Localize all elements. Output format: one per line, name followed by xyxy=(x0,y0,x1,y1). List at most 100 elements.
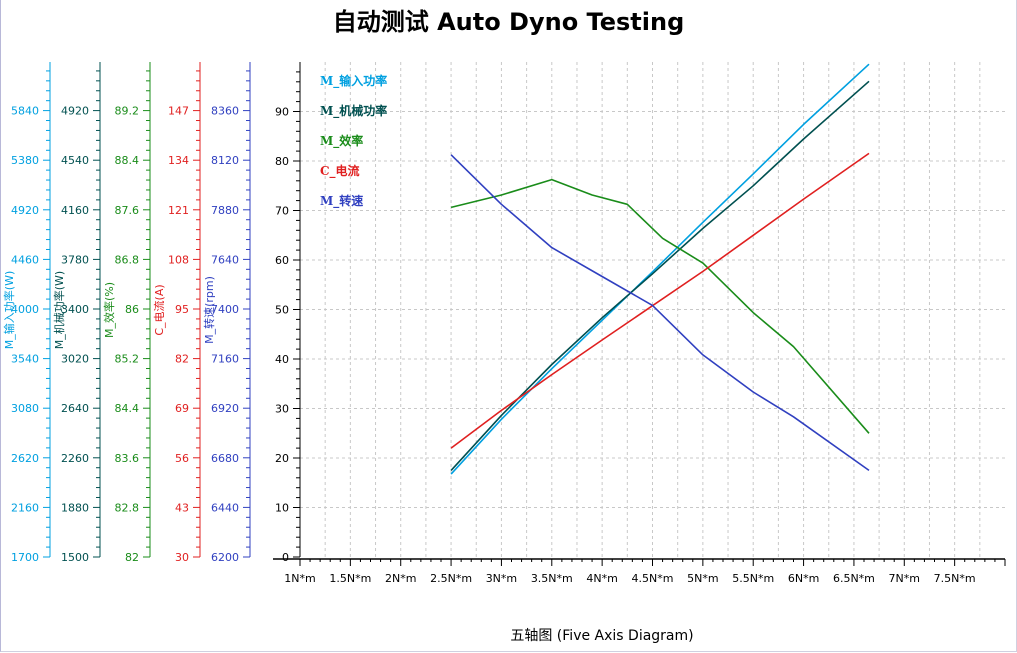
y-axis-tick-label: 5380 xyxy=(11,154,39,167)
y-axis-tick-label: 3780 xyxy=(61,253,89,266)
y-axis-tick-label: 6680 xyxy=(211,452,239,465)
y-axis-tick-label: 1500 xyxy=(61,551,89,564)
y-axis-tick-label: 89.2 xyxy=(115,105,140,118)
y-axis-tick-label: 7400 xyxy=(211,303,239,316)
x-tick-label: 3N*m xyxy=(486,572,517,585)
grid-lines xyxy=(300,62,1005,557)
legend-item: C_电流 xyxy=(320,163,360,179)
y-axis-tick-label: 2640 xyxy=(61,402,89,415)
legend-item: M_输入功率 xyxy=(320,73,387,89)
y-axis-tick-label: 3020 xyxy=(61,353,89,366)
y-axis-tick-label: 134 xyxy=(168,154,189,167)
y-axis-tick-label: 84.4 xyxy=(115,402,140,415)
y-axis-tick-label: 4920 xyxy=(11,204,39,217)
y-axis-tick-label: 4000 xyxy=(11,303,39,316)
y-axis-tick-label: 7160 xyxy=(211,353,239,366)
legend-label: C_电流 xyxy=(320,163,360,179)
x-tick-label: 5N*m xyxy=(687,572,718,585)
x-tick-label: 7N*m xyxy=(889,572,920,585)
x-tick-label: 1.5N*m xyxy=(329,572,371,585)
y-axis-tick-label: 4920 xyxy=(61,105,89,118)
main-y-tick-label: 0 xyxy=(282,551,289,564)
y-axis-2: 1500 1880 2260 2640 3020 3400 3780 4160 4540 4920… xyxy=(52,62,101,564)
legend-item: M_转速 xyxy=(320,193,363,209)
y-axis-tick-label: 2260 xyxy=(61,452,89,465)
y-axis-title: M_效率(%) xyxy=(102,282,116,338)
x-tick-label: 6.5N*m xyxy=(833,572,875,585)
y-axis-tick-label: 2620 xyxy=(11,452,39,465)
y-axis-tick-label: 82.8 xyxy=(115,501,140,514)
main-y-tick-label: 40 xyxy=(275,353,289,366)
main-y-tick-label: 20 xyxy=(275,452,289,465)
y-axis-tick-label: 8360 xyxy=(211,105,239,118)
x-tick-label: 1N*m xyxy=(284,572,315,585)
y-axis-3: 82 82.8 83.6 84.4 85.2 86 86.8 87.6 88.4 89.2 M_效率… xyxy=(102,62,151,564)
y-axis-tick-label: 85.2 xyxy=(115,353,140,366)
y-axis-tick-label: 1880 xyxy=(61,501,89,514)
y-axis-tick-label: 4160 xyxy=(61,204,89,217)
chart-footer-label: 五轴图 (Five Axis Diagram) xyxy=(510,628,694,644)
y-axis-tick-label: 88.4 xyxy=(115,154,140,167)
y-axis-tick-label: 6920 xyxy=(211,402,239,415)
y-axis-tick-label: 82 xyxy=(125,551,139,564)
y-axis-tick-label: 1700 xyxy=(11,551,39,564)
x-tick-label: 5.5N*m xyxy=(732,572,774,585)
x-tick-label: 4N*m xyxy=(586,572,617,585)
x-tick-label: 2.5N*m xyxy=(430,572,472,585)
y-axis-tick-label: 30 xyxy=(175,551,189,564)
y-axis-tick-label: 4540 xyxy=(61,154,89,167)
main-y-tick-label: 80 xyxy=(275,155,289,168)
series-line-M_转速 xyxy=(450,154,870,472)
main-y-tick-label: 50 xyxy=(275,304,289,317)
legend-label: M_机械功率 xyxy=(320,103,387,119)
y-axis-1: 1700 2160 2620 3080 3540 4000 4460 4920 5380 5840… xyxy=(2,62,51,564)
y-axis-tick-label: 7880 xyxy=(211,204,239,217)
y-axis-4: 30 43 56 69 82 95 108 121 134 147 C_电流(A) xyxy=(152,62,201,564)
series-lines xyxy=(450,63,870,475)
legend-label: M_效率 xyxy=(320,133,363,149)
main-y-tick-label: 60 xyxy=(275,254,289,267)
y-axis-tick-label: 3540 xyxy=(11,353,39,366)
y-axis-tick-label: 6440 xyxy=(211,501,239,514)
legend: M_输入功率 M_机械功率 M_效率 C_电流 M_转速 xyxy=(320,73,387,209)
y-axis-tick-label: 3080 xyxy=(11,402,39,415)
y-axis-title: M_转速(rpm) xyxy=(202,276,216,344)
y-axis-tick-label: 2160 xyxy=(11,501,39,514)
y-axis-title: M_输入功率(W) xyxy=(2,271,16,349)
y-axis-tick-label: 69 xyxy=(175,402,189,415)
x-tick-label: 3.5N*m xyxy=(531,572,573,585)
y-axis-tick-label: 86 xyxy=(125,303,139,316)
y-axis-title: C_电流(A) xyxy=(152,284,166,335)
legend-label: M_转速 xyxy=(320,193,363,209)
y-axis-tick-label: 82 xyxy=(175,353,189,366)
y-axis-tick-label: 3400 xyxy=(61,303,89,316)
y-axis-tick-label: 6200 xyxy=(211,551,239,564)
main-y-tick-label: 70 xyxy=(275,205,289,218)
x-tick-label: 2N*m xyxy=(385,572,416,585)
legend-label: M_输入功率 xyxy=(320,73,387,89)
y-axis-tick-label: 83.6 xyxy=(115,452,140,465)
x-tick-label: 6N*m xyxy=(788,572,819,585)
y-axis-tick-label: 43 xyxy=(175,501,189,514)
x-tick-label: 7.5N*m xyxy=(934,572,976,585)
y-axis-tick-label: 108 xyxy=(168,253,189,266)
y-axis-tick-label: 147 xyxy=(168,105,189,118)
y-axis-tick-label: 95 xyxy=(175,303,189,316)
legend-item: M_效率 xyxy=(320,133,363,149)
series-line-M_机械功率 xyxy=(450,80,870,471)
axes: 0 10 20 30 40 50 60 70 80 90 1N*m 1.5N*m 2N*m 2.5N*m 3… xyxy=(2,62,1006,585)
y-axis-tick-label: 121 xyxy=(168,204,189,217)
y-axis-tick-label: 86.8 xyxy=(115,253,140,266)
y-axis-tick-label: 56 xyxy=(175,452,189,465)
x-tick-label: 4.5N*m xyxy=(632,572,674,585)
main-y-tick-label: 30 xyxy=(275,403,289,416)
main-y-tick-label: 10 xyxy=(275,502,289,515)
y-axis-tick-label: 5840 xyxy=(11,105,39,118)
legend-item: M_机械功率 xyxy=(320,103,387,119)
y-axis-tick-label: 87.6 xyxy=(115,204,140,217)
y-axis-title: M_机械功率(W) xyxy=(52,271,66,349)
series-line-M_效率 xyxy=(450,178,870,434)
series-line-M_输入功率 xyxy=(450,63,870,475)
y-axis-tick-label: 8120 xyxy=(211,154,239,167)
